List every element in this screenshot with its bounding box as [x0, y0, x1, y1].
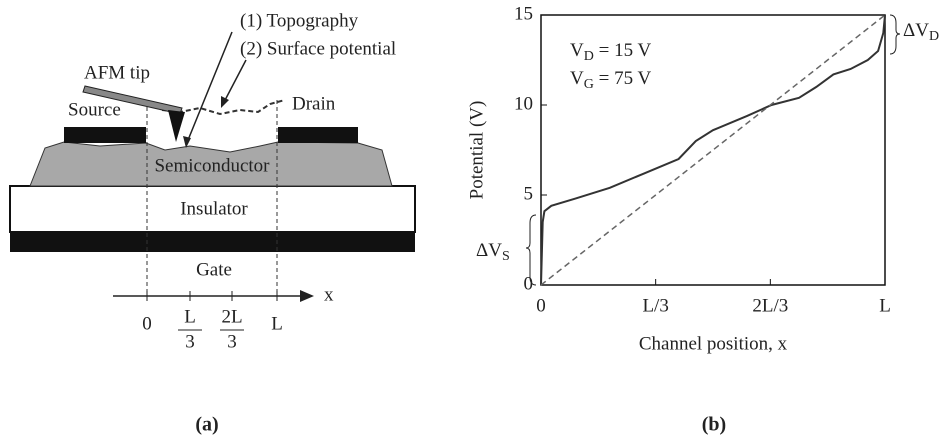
- layer-label: Semiconductor: [154, 155, 270, 176]
- annotation: VG = 75 V: [570, 68, 651, 92]
- tick-label: 3: [185, 331, 195, 352]
- arrow: [223, 60, 246, 104]
- annotation-text: ΔV: [476, 240, 502, 261]
- arrow-head: [300, 290, 314, 302]
- annotation: ΔVS: [476, 240, 510, 264]
- source-electrode: [64, 127, 146, 143]
- panel-label: (a): [195, 414, 218, 436]
- y-tick-label: 0: [524, 273, 534, 294]
- annotation: ΔVD: [903, 20, 939, 44]
- layer-label: Gate: [196, 259, 232, 280]
- annotation-sub: D: [929, 29, 939, 44]
- electrode-label: Source: [68, 99, 121, 120]
- x-tick-label: L: [879, 295, 891, 316]
- annotation: AFM tip: [84, 62, 150, 83]
- annotation: (1) Topography: [240, 10, 359, 31]
- arrow: [186, 32, 232, 145]
- annotation-text: = 75 V: [594, 68, 652, 89]
- x-tick-label: 0: [536, 295, 546, 316]
- annotation: (2) Surface potential: [240, 38, 396, 59]
- electrode-label: Drain: [292, 93, 336, 114]
- y-axis-label: Potential (V): [466, 101, 487, 200]
- panel-label: (b): [702, 414, 726, 436]
- annotation-text: ΔV: [903, 20, 929, 41]
- tick-label: 2L: [221, 306, 242, 327]
- x-tick-label: 2L/3: [752, 295, 788, 316]
- tick-label: L: [184, 306, 196, 327]
- figure: (1) Topography (2) Surface potential AFM…: [0, 0, 951, 438]
- y-tick-label: 5: [524, 183, 534, 204]
- page: (1) Topography (2) Surface potential AFM…: [0, 0, 951, 438]
- drain-electrode: [278, 127, 358, 143]
- afm-tip: [168, 110, 185, 142]
- annotation-text: = 15 V: [594, 40, 652, 61]
- potential-chart: 0 5 10 15 0 L/3 2L/3 L Channel position, x Potent…: [466, 3, 939, 435]
- brace: [890, 15, 900, 54]
- y-tick-label: 10: [514, 93, 533, 114]
- annotation-sub: G: [584, 77, 594, 92]
- x-axis-label: Channel position, x: [639, 333, 788, 354]
- annotation-text: V: [570, 40, 584, 61]
- tick-label: 0: [142, 313, 152, 334]
- layer-label: Insulator: [180, 198, 248, 219]
- annotation-sub: S: [502, 249, 510, 264]
- annotation: VD = 15 V: [570, 40, 651, 64]
- device-diagram: (1) Topography (2) Surface potential AFM…: [10, 10, 415, 435]
- axis-label: x: [324, 284, 334, 305]
- tick-label: L: [271, 313, 283, 334]
- annotation-sub: D: [584, 49, 594, 64]
- x-tick-label: L/3: [642, 295, 668, 316]
- arrow-head: [221, 96, 229, 108]
- y-tick-label: 15: [514, 3, 533, 24]
- tick-label: 3: [227, 331, 237, 352]
- annotation-text: V: [570, 68, 584, 89]
- gate-layer: [10, 232, 415, 252]
